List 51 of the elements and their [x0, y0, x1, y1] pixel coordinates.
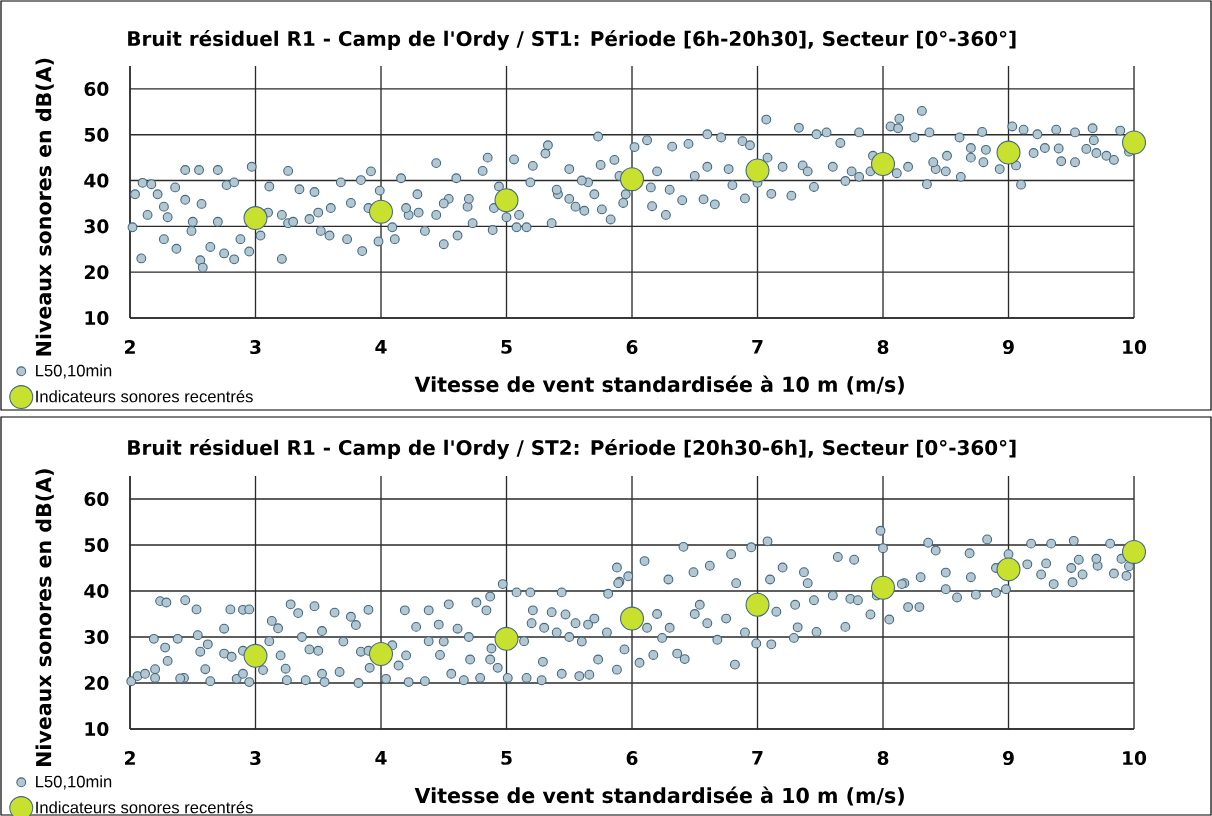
y-tick-label: 50: [84, 537, 109, 553]
x-tick-label: 7: [752, 751, 763, 765]
y-tick-label: 60: [84, 81, 109, 96]
x-tick-label: 10: [1123, 340, 1147, 355]
x-tick-label: 2: [125, 751, 135, 765]
chart-title: Bruit résiduel R1 - Camp de l'Ordy / ST2: Période [20h30-6h], Secteur [0°-360°]: [128, 438, 1016, 460]
x-tick-label: 6: [626, 751, 638, 766]
x-tick-label: 5: [501, 751, 512, 765]
y-tick-label: 30: [84, 629, 109, 645]
legend-label: L50,10min: [36, 775, 112, 790]
x-tick-label: 3: [250, 340, 261, 355]
y-axis-title: Niveaux sonores en dB(A): [35, 469, 54, 766]
x-tick-label: 8: [877, 340, 889, 355]
point: [996, 557, 1021, 582]
x-tick-label: 8: [877, 751, 889, 766]
y-tick-label: 50: [84, 127, 109, 142]
y-tick-label: 30: [84, 219, 109, 234]
legend-label: Indicateurs sonores recentrés: [36, 800, 253, 814]
y-tick-label: 20: [84, 675, 109, 691]
x-tick-label: 7: [752, 340, 763, 354]
point: [871, 575, 896, 600]
x-tick-label: 4: [375, 340, 387, 354]
y-tick-label: 40: [84, 173, 109, 188]
point: [1122, 130, 1147, 155]
x-tick-label: 10: [1123, 751, 1147, 766]
x-tick-label: 9: [1003, 751, 1014, 766]
legend-label: Indicateurs sonores recentrés: [36, 389, 253, 403]
y-tick-label: 60: [84, 491, 109, 507]
point: [494, 626, 519, 651]
x-axis-title: Vitesse de vent standardisée à 10 m (m/s): [414, 375, 904, 395]
legend-label: L50,10min: [36, 364, 112, 379]
point: [369, 199, 394, 224]
y-tick-label: 10: [85, 310, 109, 326]
y-tick-label: 20: [84, 265, 109, 280]
point: [745, 592, 770, 617]
x-tick-label: 6: [626, 340, 638, 355]
point: [494, 188, 519, 213]
chart-title: Bruit résiduel R1 - Camp de l'Ordy / ST1: Période [6h-20h30], Secteur [0°-360°]: [128, 29, 1016, 51]
y-axis-title: Niveaux sonores en dB(A): [35, 58, 54, 356]
x-tick-label: 4: [375, 751, 387, 765]
point: [996, 140, 1021, 165]
x-tick-label: 5: [501, 340, 512, 354]
x-tick-label: 2: [125, 340, 135, 354]
x-tick-label: 9: [1003, 340, 1014, 355]
point: [620, 606, 645, 631]
y-tick-label: 10: [85, 721, 109, 737]
x-axis-title: Vitesse de vent standardisée à 10 m (m/s): [414, 786, 904, 806]
y-tick-label: 40: [84, 583, 109, 599]
point: [620, 167, 645, 192]
x-tick-label: 3: [250, 751, 261, 766]
point: [1122, 539, 1147, 564]
